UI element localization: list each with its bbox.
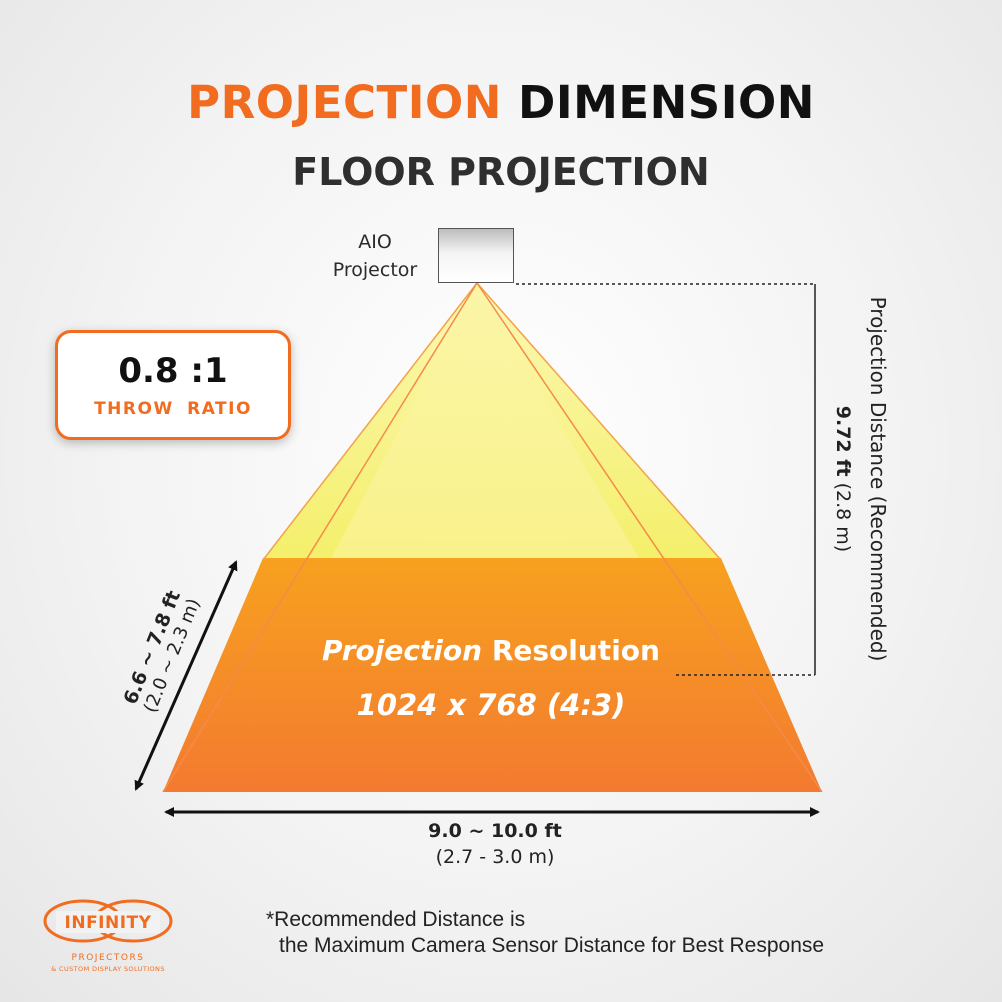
infinity-logo-icon (43, 899, 173, 943)
logo-subtitle: PROJECTORS (71, 953, 145, 963)
width-ft: 9.0 ~ 10.0 ft (428, 820, 562, 842)
distance-ft: 9.72 ft (832, 405, 854, 477)
throw-ratio-value: 0.8 :1 (118, 351, 228, 391)
resolution-title: Projection Resolution (0, 634, 982, 667)
projector-icon (438, 228, 514, 283)
logo-name: INFINITY (64, 913, 152, 933)
light-beam-inner (330, 283, 640, 560)
distance-value: 9.72 ft (2.8 m) (832, 279, 854, 679)
distance-dimension: Projection Distance (Recommended) 9.72 f… (832, 279, 890, 679)
projector-label-line2: Projector (332, 259, 418, 281)
projection-floor (163, 558, 822, 792)
resolution-title-italic: Projection (322, 634, 483, 667)
projector-label: AIO Projector (310, 228, 440, 284)
beam-edge-left (262, 282, 478, 561)
footnote-line1: *Recommended Distance is (266, 908, 526, 931)
page-subtitle: FLOOR PROJECTION (292, 150, 710, 194)
footnote-line2: the Maximum Camera Sensor Distance for B… (279, 934, 825, 957)
distance-label: Projection Distance (Recommended) (866, 296, 890, 662)
logo-tagline: & CUSTOM DISPLAY SOLUTIONS (51, 965, 165, 973)
title-accent: PROJECTION (187, 76, 502, 129)
resolution-value: 1024 x 768 (4:3) (356, 688, 626, 722)
beam-ray-right (476, 282, 823, 793)
width-m: (2.7 - 3.0 m) (435, 846, 555, 868)
projector-label-line1: AIO (358, 231, 392, 253)
footnote: *Recommended Distance is the Maximum Cam… (266, 907, 966, 959)
side-arrow (134, 560, 238, 791)
width-dimension: 9.0 ~ 10.0 ft (2.7 - 3.0 m) (330, 820, 660, 868)
title-main: DIMENSION (518, 76, 815, 129)
resolution-title-rest: Resolution (482, 634, 660, 667)
throw-ratio-card: 0.8 :1 THROW RATIO (55, 330, 291, 440)
beam-edge-right (476, 282, 722, 561)
throw-ratio-label: THROW RATIO (94, 399, 252, 419)
distance-m: (2.8 m) (832, 476, 854, 553)
page-title: PROJECTION DIMENSION (0, 76, 1002, 129)
